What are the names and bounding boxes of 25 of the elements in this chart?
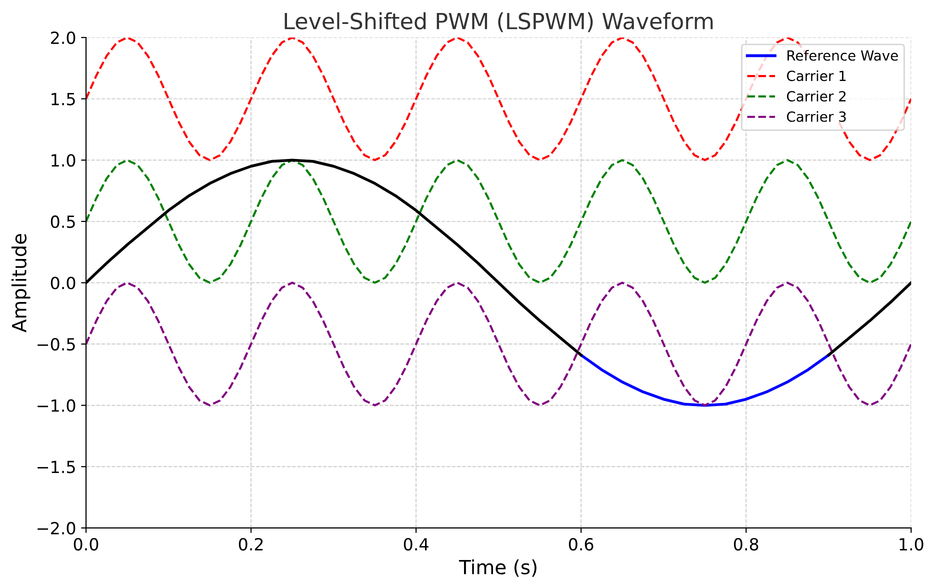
line-series <box>86 159 912 284</box>
y-tick-label: 0.5 <box>50 215 75 228</box>
y-tick-label: 1.0 <box>52 154 76 167</box>
y-axis-title: Amplitude <box>11 234 30 332</box>
line-series <box>86 282 912 406</box>
legend-label: Carrier 3 <box>786 111 846 122</box>
line-series <box>580 354 830 407</box>
x-tick-label: 0.4 <box>404 538 428 551</box>
y-tick-label: −1.0 <box>38 399 76 412</box>
x-tick-label: 0.8 <box>734 538 758 551</box>
y-tick-label: −1.5 <box>38 460 75 474</box>
y-tick-label: 0.0 <box>50 276 76 290</box>
y-tick-label: 2.0 <box>51 31 76 44</box>
legend-label: Carrier 1 <box>786 70 846 82</box>
x-axis-title: Time (s) <box>458 559 536 577</box>
x-tick-label: 0.0 <box>74 538 98 551</box>
legend-label: Reference Wave <box>788 50 898 61</box>
legend-label: Carrier 2 <box>786 90 846 102</box>
x-tick-label: 0.6 <box>568 538 594 551</box>
x-tick-label: 1.0 <box>900 538 924 551</box>
chart-title: Level-Shifted PWM (LSPWM) Waveform <box>284 12 713 32</box>
y-tick-label: −0.5 <box>38 338 75 351</box>
y-tick-label: 1.5 <box>52 92 75 106</box>
y-tick-label: −2.0 <box>38 522 76 535</box>
x-tick-label: 0.2 <box>238 538 263 551</box>
